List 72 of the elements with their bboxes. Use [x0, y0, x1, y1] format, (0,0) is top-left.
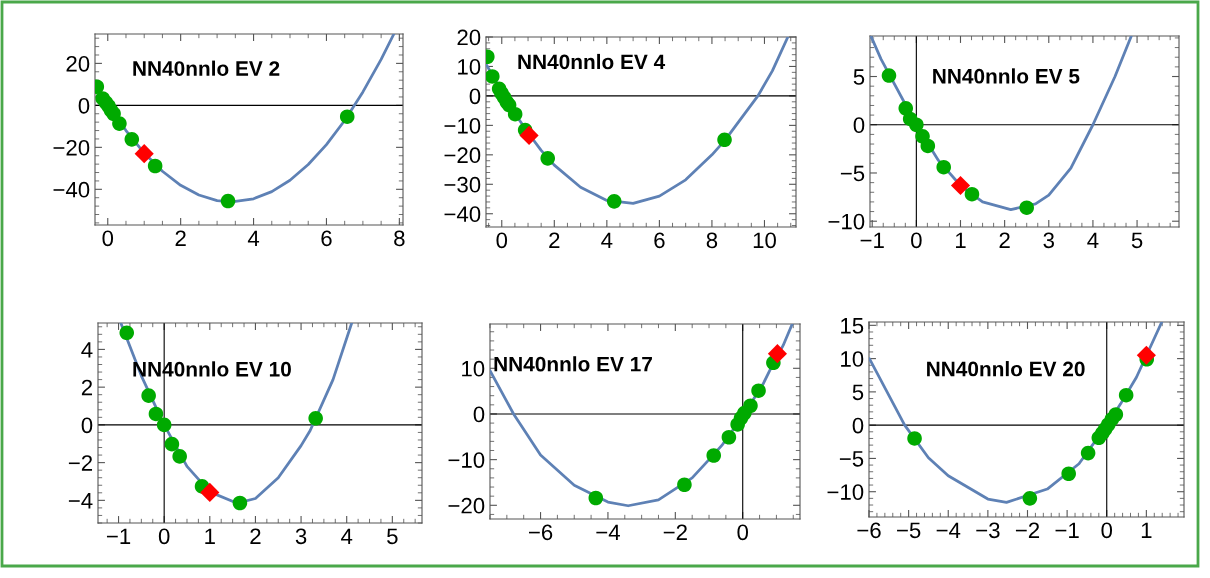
text: NN40nnlo EV 5: [933, 68, 1080, 84]
y-tick-label: −40: [53, 181, 90, 198]
x-tick-label: 5: [1131, 232, 1143, 249]
y-tick-label: −20: [448, 497, 485, 514]
text: NN40nnlo EV 17: [494, 356, 652, 372]
y-tick-label: 2: [81, 379, 93, 396]
y-tick-label: 10: [458, 58, 481, 75]
y-tick-label: 20: [457, 29, 481, 46]
x-tick-label: 10: [753, 232, 776, 249]
y-tick-label: −40: [444, 206, 481, 223]
y-tick-label: −5: [839, 451, 864, 467]
x-tick-label: 4: [247, 230, 260, 246]
y-tick-label: −20: [444, 147, 481, 164]
x-tick-label: 8: [394, 230, 405, 247]
x-tick-label: −1: [106, 528, 131, 544]
x-tick-label: 0: [737, 524, 749, 541]
y-tick-label: 0: [469, 88, 481, 105]
y-tick-label: 0: [81, 417, 93, 434]
x-tick-label: −4: [596, 524, 620, 540]
x-tick-label: 5: [387, 528, 398, 545]
x-tick-label: 0: [496, 232, 508, 249]
x-tick-label: −4: [936, 522, 961, 538]
y-tick-label: −10: [827, 484, 864, 500]
x-tick-label: 4: [1087, 232, 1099, 248]
y-tick-label: −10: [448, 452, 485, 468]
x-tick-label: −6: [857, 522, 881, 539]
x-tick-label: −1: [860, 232, 884, 248]
y-tick-label: 0: [473, 406, 485, 423]
y-tick-label: 0: [853, 117, 865, 134]
x-tick-label: 0: [158, 528, 170, 545]
x-tick-label: −2: [1015, 522, 1040, 538]
x-tick-label: 2: [250, 528, 261, 544]
x-tick-label: −1: [1055, 522, 1079, 538]
x-tick-label: −5: [897, 522, 921, 539]
y-tick-label: 4: [81, 342, 93, 358]
y-tick-label: 5: [853, 69, 865, 85]
y-tick-label: −4: [68, 493, 93, 509]
x-tick-label: 2: [175, 230, 186, 246]
x-tick-label: −3: [976, 522, 1000, 539]
y-tick-label: 0: [852, 417, 864, 434]
x-tick-label: 2: [549, 232, 560, 248]
y-tick-label: 0: [78, 97, 90, 114]
y-tick-label: 5: [852, 384, 864, 401]
x-tick-label: 4: [601, 232, 613, 248]
text: NN40nnlo EV 20: [927, 361, 1085, 377]
x-tick-label: 3: [295, 528, 307, 545]
x-tick-label: 6: [321, 230, 332, 247]
x-tick-label: −6: [528, 524, 553, 541]
x-tick-label: −2: [663, 524, 687, 540]
y-tick-label: −30: [444, 176, 481, 193]
x-tick-label: 0: [1101, 522, 1113, 539]
y-tick-label: −2: [68, 455, 93, 471]
text: NN40nnlo EV 4: [518, 53, 666, 70]
text: NN40nnlo EV 2: [133, 60, 280, 76]
y-tick-label: 10: [462, 360, 485, 377]
x-tick-label: 1: [205, 528, 215, 544]
y-tick-label: 15: [841, 318, 864, 334]
y-tick-label: −20: [53, 139, 90, 156]
y-tick-label: −5: [840, 165, 865, 182]
x-tick-label: 6: [654, 232, 665, 249]
x-tick-label: 2: [999, 232, 1010, 248]
x-tick-label: 1: [956, 232, 966, 248]
x-tick-label: 1: [1141, 522, 1152, 538]
x-tick-label: 0: [102, 230, 114, 247]
x-tick-label: 0: [911, 232, 922, 249]
y-tick-label: −10: [444, 117, 481, 134]
x-tick-label: 8: [706, 232, 718, 249]
y-tick-label: 20: [66, 55, 90, 72]
y-tick-label: 10: [841, 351, 864, 367]
x-tick-label: 4: [341, 528, 353, 544]
x-tick-label: 3: [1043, 232, 1054, 249]
y-tick-label: −10: [828, 213, 865, 230]
